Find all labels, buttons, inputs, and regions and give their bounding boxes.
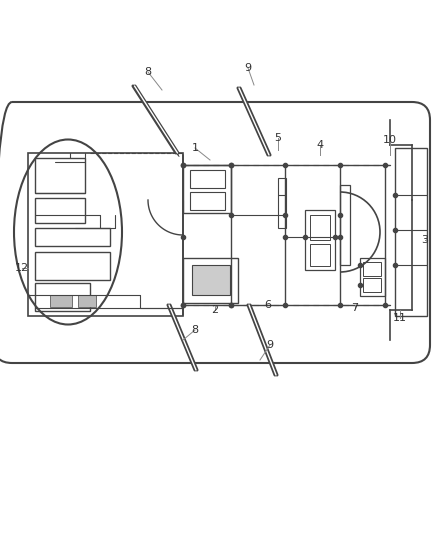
Bar — [394, 148, 426, 316]
Text: 10: 10 — [382, 135, 396, 145]
Bar — [35, 198, 85, 223]
Bar — [35, 252, 110, 280]
Bar — [183, 258, 237, 303]
Bar — [277, 178, 285, 228]
Text: 12: 12 — [15, 263, 29, 273]
Text: 8: 8 — [144, 67, 151, 77]
Text: 7: 7 — [351, 303, 358, 313]
Text: 9: 9 — [266, 340, 273, 350]
Bar — [309, 244, 329, 266]
Text: 11: 11 — [392, 313, 406, 323]
Text: 9: 9 — [244, 63, 251, 73]
Bar — [78, 295, 96, 307]
Text: 1: 1 — [191, 143, 198, 153]
Text: 8: 8 — [191, 325, 198, 335]
Bar — [359, 258, 384, 296]
Text: 3: 3 — [420, 235, 427, 245]
Bar — [190, 170, 225, 188]
Bar — [35, 158, 85, 193]
Bar — [28, 153, 183, 316]
Text: 6: 6 — [264, 300, 271, 310]
Bar — [362, 278, 380, 292]
Bar — [50, 295, 72, 307]
Bar — [191, 265, 230, 295]
Bar — [183, 165, 230, 213]
Bar — [190, 192, 225, 210]
Bar — [339, 185, 349, 265]
Text: 2: 2 — [211, 305, 218, 315]
Text: 5: 5 — [274, 133, 281, 143]
Bar — [362, 262, 380, 276]
Text: 4: 4 — [316, 140, 323, 150]
Bar — [304, 210, 334, 270]
Bar — [35, 283, 90, 311]
Bar — [309, 215, 329, 240]
Bar — [35, 228, 110, 246]
